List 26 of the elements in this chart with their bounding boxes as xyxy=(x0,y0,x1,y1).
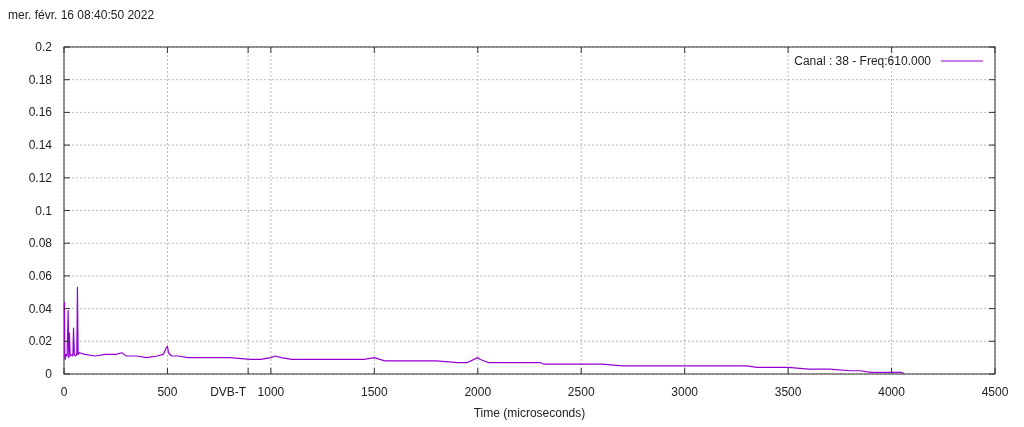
y-tick-label: 0 xyxy=(45,367,53,381)
chart-title: mer. févr. 16 08:40:50 2022 xyxy=(8,8,155,22)
x-tick-label: 3000 xyxy=(671,385,699,399)
x-tick-label: 3500 xyxy=(774,385,802,399)
y-tick-label: 0.2 xyxy=(35,40,53,54)
x-tick-label: 500 xyxy=(157,385,178,399)
y-tick-label: 0.18 xyxy=(28,72,53,87)
y-tick-label: 0.06 xyxy=(28,268,53,283)
legend-label: Canal : 38 - Freq:610.000 xyxy=(794,54,932,68)
y-tick-label: 0.16 xyxy=(28,105,53,120)
x-axis-title: Time (microseconds) xyxy=(473,406,586,420)
x-tick-label: 1000 xyxy=(257,385,285,399)
ref-line-label: DVB-T xyxy=(210,385,247,399)
x-tick-label: 2500 xyxy=(567,385,595,399)
y-tick-label: 0.12 xyxy=(28,170,53,185)
y-tick-label: 0.04 xyxy=(28,301,53,316)
y-tick-label: 0.14 xyxy=(28,138,53,153)
x-tick-label: 4000 xyxy=(878,385,906,399)
x-tick-label: 4500 xyxy=(981,385,1009,399)
y-tick-label: 0.02 xyxy=(28,334,53,349)
x-tick-label: 0 xyxy=(60,385,68,399)
line-series xyxy=(63,286,905,375)
x-tick-label: 1500 xyxy=(360,385,388,399)
y-tick-label: 0.1 xyxy=(35,203,53,218)
y-tick-label: 0.08 xyxy=(28,236,53,251)
x-tick-label: 2000 xyxy=(464,385,492,399)
